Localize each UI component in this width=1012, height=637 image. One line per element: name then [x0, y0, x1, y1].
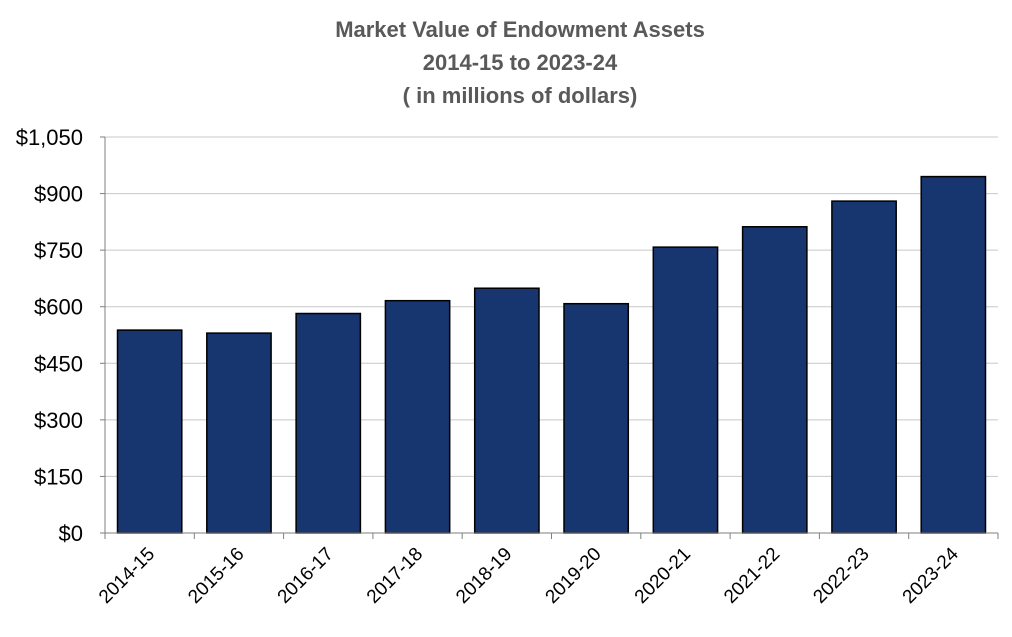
x-tick-label: 2017-18 [363, 544, 427, 608]
x-tick-label: 2022-23 [809, 544, 873, 608]
x-tick-label: 2020-21 [631, 544, 695, 608]
y-tick-label: $450 [34, 351, 83, 376]
chart-title: Market Value of Endowment Assets 2014-15… [335, 17, 705, 108]
bar-2019-20 [563, 302, 630, 534]
x-axis-tick-labels: 2014-15 2015-16 2016-17 2017-18 2018-19 2019-… [95, 543, 963, 607]
x-tick-label: 2014-15 [95, 544, 159, 608]
bar-2017-18 [384, 299, 451, 534]
x-tick-label: 2023-24 [899, 543, 963, 607]
y-tick-label: $0 [59, 521, 83, 546]
x-tick-label: 2015-16 [184, 544, 248, 608]
y-tick-label: $1,050 [16, 125, 83, 150]
bar-2021-22 [741, 226, 808, 534]
x-tick-label: 2021-22 [720, 544, 784, 608]
x-tick-label: 2018-19 [452, 544, 516, 608]
bar-2016-17 [295, 312, 362, 534]
y-axis-tick-labels: $0 $150 $300 $450 $600 $750 $900 $1,050 [16, 125, 83, 546]
chart-title-line-2: 2014-15 to 2023-24 [423, 50, 618, 75]
bars [116, 175, 987, 534]
y-tick-label: $150 [34, 464, 83, 489]
bar-2018-19 [473, 287, 540, 534]
bar-2015-16 [206, 332, 272, 534]
y-tick-label: $300 [34, 408, 83, 433]
chart-title-line-3: ( in millions of dollars) [403, 83, 638, 108]
y-tick-label: $750 [34, 238, 83, 263]
x-tick-label: 2016-17 [274, 544, 338, 608]
axes [100, 136, 999, 539]
y-tick-label: $900 [34, 182, 83, 207]
bar-2023-24 [920, 175, 987, 534]
bar-2014-15 [116, 329, 183, 534]
y-tick-label: $600 [34, 295, 83, 320]
x-tick-label: 2019-20 [542, 544, 606, 608]
bar-2020-21 [652, 246, 719, 534]
bar-2022-23 [831, 200, 897, 534]
chart-title-line-1: Market Value of Endowment Assets [335, 17, 705, 42]
